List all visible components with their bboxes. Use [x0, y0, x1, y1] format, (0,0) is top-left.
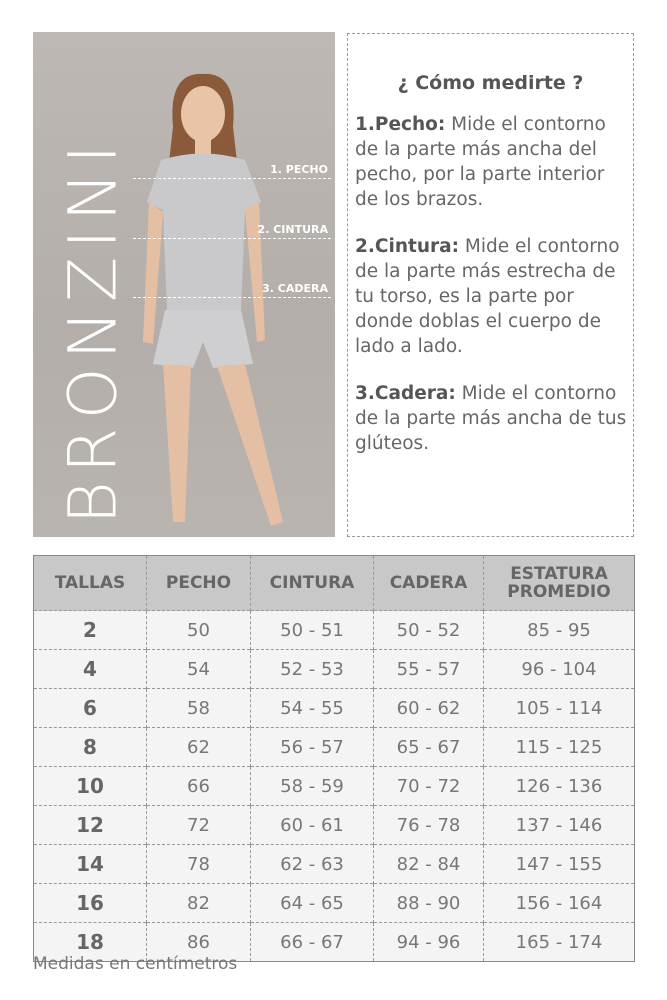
- measure-cell: 70 - 72: [373, 766, 484, 806]
- model-photo: BRONZINI 1. PECHO 2. CINTURA 3. CADERA: [33, 32, 335, 537]
- table-row: 14 78 62 - 63 82 - 84 147 - 155: [33, 844, 635, 884]
- measure-cell: 58: [146, 688, 251, 728]
- units-note: Medidas en centímetros: [33, 954, 238, 974]
- measure-cell: 65 - 67: [373, 727, 484, 767]
- measure-cell: 156 - 164: [483, 883, 635, 923]
- measure-cell: 56 - 57: [250, 727, 374, 767]
- measure-cell: 115 - 125: [483, 727, 635, 767]
- measure-cell: 105 - 114: [483, 688, 635, 728]
- measure-cell: 62: [146, 727, 251, 767]
- how-to-title: ¿ Cómo medirte ?: [397, 72, 584, 94]
- measure-cell: 78: [146, 844, 251, 884]
- table-row: 10 66 58 - 59 70 - 72 126 - 136: [33, 766, 635, 806]
- measure-cell: 85 - 95: [483, 610, 635, 650]
- instruction-cadera: 3.Cadera: Mide el contorno de la parte m…: [355, 381, 633, 456]
- term: 2.Cintura:: [355, 236, 460, 257]
- size-table: TALLAS PECHO CINTURA CADERA ESTATURA PROMEDI…: [33, 555, 635, 962]
- measure-cell: 55 - 57: [373, 649, 484, 689]
- measure-cell: 88 - 90: [373, 883, 484, 923]
- size-cell: 8: [33, 727, 147, 767]
- instruction-pecho: 1.Pecho: Mide el contorno de la parte má…: [355, 112, 633, 212]
- column-header: TALLAS: [33, 555, 147, 611]
- column-header: ESTATURA PROMEDIO: [483, 555, 635, 611]
- measure-cell: 82: [146, 883, 251, 923]
- cintura-line: [133, 238, 331, 239]
- measure-cell: 126 - 136: [483, 766, 635, 806]
- text: Mide el contorno de la parte más ancha d…: [355, 114, 606, 210]
- measure-cell: 66 - 67: [250, 922, 374, 962]
- column-header: PECHO: [146, 555, 251, 611]
- measure-cell: 50 - 52: [373, 610, 484, 650]
- column-header: CADERA: [373, 555, 484, 611]
- table-row: 16 82 64 - 65 88 - 90 156 - 164: [33, 883, 635, 923]
- term: 1.Pecho:: [355, 114, 446, 135]
- cadera-label: 3. CADERA: [262, 282, 328, 295]
- column-header: CINTURA: [250, 555, 374, 611]
- pecho-line: [133, 178, 331, 179]
- table-row: 4 54 52 - 53 55 - 57 96 - 104: [33, 649, 635, 689]
- girl-figure-image: [143, 73, 283, 526]
- table-row: 6 58 54 - 55 60 - 62 105 - 114: [33, 688, 635, 728]
- instruction-cintura: 2.Cintura: Mide el contorno de la parte …: [355, 234, 633, 359]
- how-to-measure-box: ¿ Cómo medirte ? 1.Pecho: Mide el contor…: [347, 33, 634, 537]
- size-cell: 16: [33, 883, 147, 923]
- measure-cell: 54: [146, 649, 251, 689]
- measure-cell: 62 - 63: [250, 844, 374, 884]
- cintura-label: 2. CINTURA: [257, 223, 328, 236]
- size-cell: 4: [33, 649, 147, 689]
- size-cell: 2: [33, 610, 147, 650]
- cadera-line: [133, 297, 331, 298]
- measure-cell: 50: [146, 610, 251, 650]
- size-cell: 10: [33, 766, 147, 806]
- measure-cell: 58 - 59: [250, 766, 374, 806]
- measure-cell: 82 - 84: [373, 844, 484, 884]
- measure-cell: 54 - 55: [250, 688, 374, 728]
- measure-cell: 66: [146, 766, 251, 806]
- measure-cell: 72: [146, 805, 251, 845]
- measure-cell: 52 - 53: [250, 649, 374, 689]
- size-cell: 12: [33, 805, 147, 845]
- measure-cell: 86: [146, 922, 251, 962]
- size-cell: 14: [33, 844, 147, 884]
- size-cell: 18: [33, 922, 147, 962]
- text: Mide el contorno de la parte más estrech…: [355, 236, 620, 357]
- term: 3.Cadera:: [355, 383, 456, 404]
- measure-cell: 76 - 78: [373, 805, 484, 845]
- size-cell: 6: [33, 688, 147, 728]
- measure-cell: 96 - 104: [483, 649, 635, 689]
- table-row: 18 86 66 - 67 94 - 96 165 - 174: [33, 922, 635, 962]
- text: Mide el contorno de la parte más ancha d…: [355, 383, 627, 454]
- measure-cell: 94 - 96: [373, 922, 484, 962]
- measure-cell: 165 - 174: [483, 922, 635, 962]
- measure-cell: 50 - 51: [250, 610, 374, 650]
- measure-cell: 60 - 61: [250, 805, 374, 845]
- measure-cell: 147 - 155: [483, 844, 635, 884]
- bronzini-logo: BRONZINI: [54, 136, 132, 525]
- measure-cell: 137 - 146: [483, 805, 635, 845]
- measure-cell: 64 - 65: [250, 883, 374, 923]
- table-row: 12 72 60 - 61 76 - 78 137 - 146: [33, 805, 635, 845]
- pecho-label: 1. PECHO: [270, 163, 328, 176]
- measure-cell: 60 - 62: [373, 688, 484, 728]
- table-row: 2 50 50 - 51 50 - 52 85 - 95: [33, 610, 635, 650]
- table-row: 8 62 56 - 57 65 - 67 115 - 125: [33, 727, 635, 767]
